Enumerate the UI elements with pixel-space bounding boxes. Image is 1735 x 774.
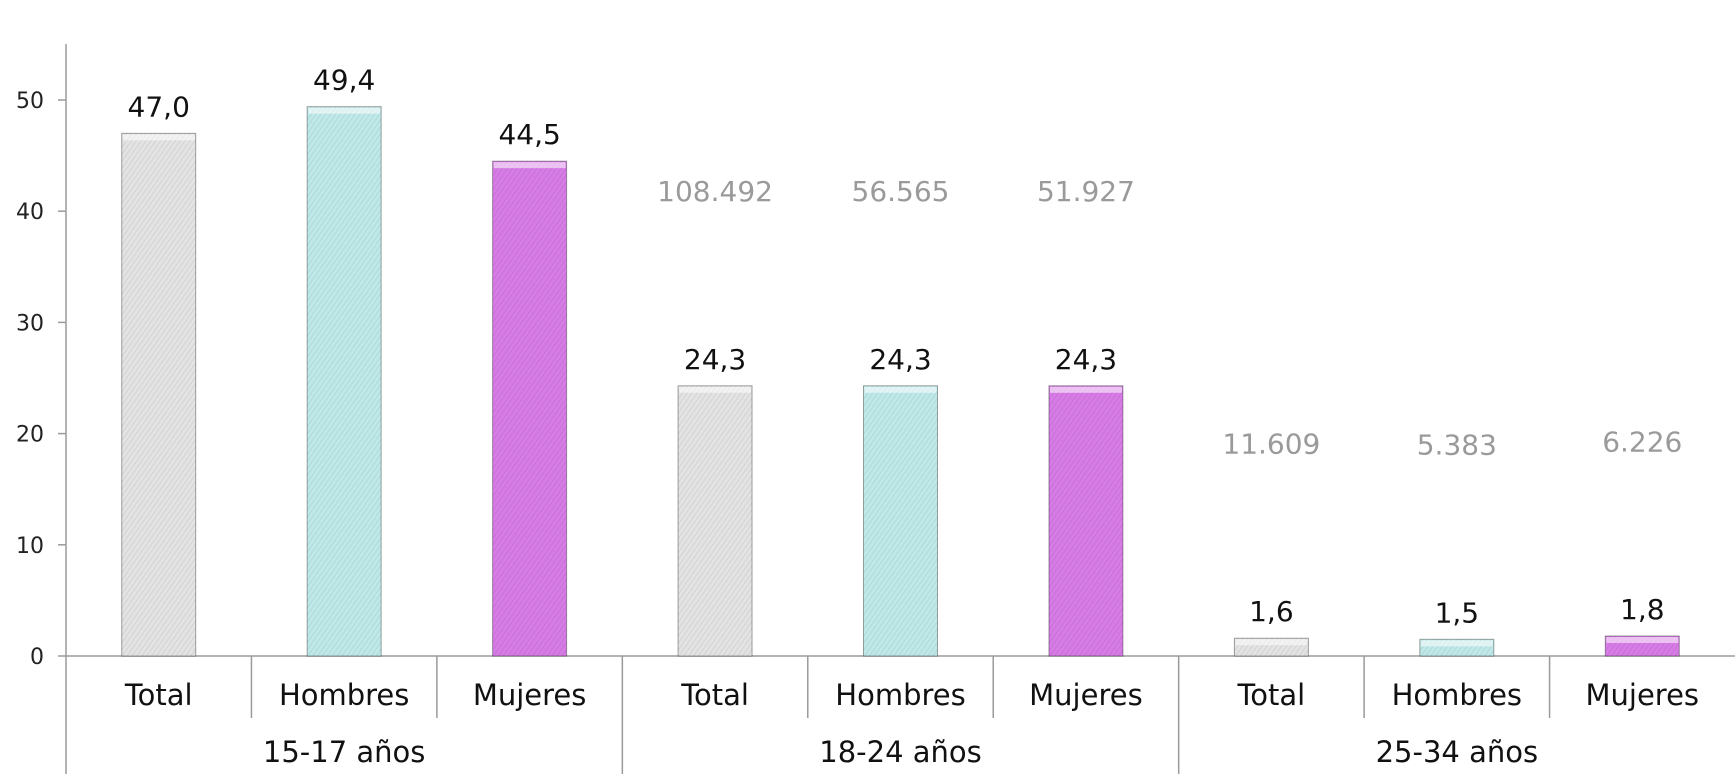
bar[interactable] — [306, 106, 382, 657]
bar[interactable] — [492, 160, 568, 657]
x-tick-label: Mujeres — [473, 678, 587, 712]
x-tick-label: Hombres — [1392, 678, 1522, 712]
bar-highlight — [1235, 639, 1308, 646]
bar-highlight — [308, 107, 381, 114]
bar[interactable] — [863, 385, 938, 657]
count-label: 108.492 — [657, 175, 773, 208]
y-tick-label: 20 — [16, 423, 44, 448]
y-tick-label: 40 — [16, 200, 44, 225]
x-tick-label: Mujeres — [1029, 678, 1143, 712]
data-label: 44,5 — [498, 118, 560, 151]
bar-highlight — [1049, 386, 1122, 393]
data-label: 47,0 — [128, 90, 190, 123]
count-label: 6.226 — [1602, 425, 1682, 458]
bar-highlight — [493, 162, 566, 169]
x-tick-label: Mujeres — [1586, 678, 1700, 712]
bar[interactable] — [1048, 385, 1124, 657]
bar[interactable] — [677, 385, 753, 657]
bar-highlight — [864, 386, 937, 393]
count-label: 11.609 — [1222, 428, 1320, 461]
data-label: 1,5 — [1435, 596, 1480, 629]
bar-highlight — [679, 386, 752, 393]
y-tick-label: 50 — [16, 89, 44, 114]
count-label: 5.383 — [1417, 429, 1497, 462]
data-label: 1,8 — [1620, 593, 1665, 626]
y-tick-label: 0 — [30, 645, 44, 670]
x-tick-label: Hombres — [835, 678, 965, 712]
group-label: 15-17 años — [263, 735, 426, 769]
count-label: 56.565 — [852, 175, 950, 208]
bar-highlight — [122, 134, 195, 141]
group-label: 25-34 años — [1376, 735, 1539, 769]
x-tick-label: Total — [1237, 678, 1306, 712]
data-label: 24,3 — [1055, 343, 1117, 376]
data-label: 24,3 — [684, 343, 746, 376]
y-tick-label: 10 — [16, 534, 44, 559]
y-tick-label: 30 — [16, 311, 44, 336]
bar-highlight — [1606, 636, 1679, 643]
data-label: 1,6 — [1249, 595, 1294, 628]
x-tick-label: Hombres — [279, 678, 409, 712]
x-tick-label: Total — [680, 678, 749, 712]
bar-highlight — [1420, 640, 1493, 647]
data-label: 49,4 — [313, 64, 375, 97]
group-label: 18-24 años — [819, 735, 982, 769]
bar[interactable] — [121, 132, 197, 657]
data-label: 24,3 — [869, 343, 931, 376]
count-label: 51.927 — [1037, 175, 1135, 208]
x-tick-label: Total — [124, 678, 193, 712]
